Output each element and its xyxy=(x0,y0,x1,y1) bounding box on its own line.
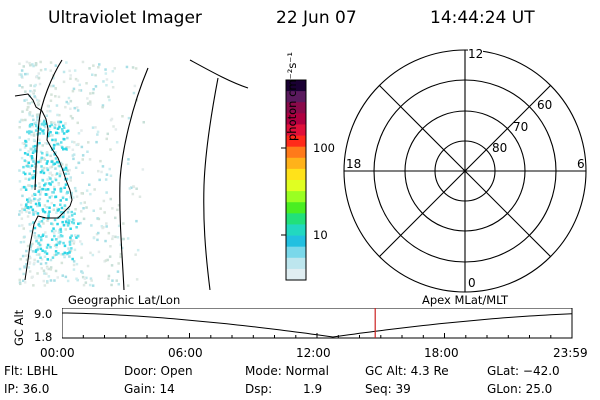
latitude-line xyxy=(189,59,249,89)
status-glat: GLat: −42.0 xyxy=(487,364,560,378)
altitude-curve xyxy=(62,312,573,338)
colorbar-band xyxy=(286,146,306,159)
apex-caption: Apex MLat/MLT xyxy=(422,293,509,307)
status-ip: IP: 36.0 xyxy=(4,382,50,396)
colorbar-band xyxy=(286,224,306,237)
observation-time: 14:44:24 UT xyxy=(430,8,535,28)
longitude-line-1 xyxy=(34,59,63,191)
colorbar-band xyxy=(286,91,306,103)
status-seq: Seq: 39 xyxy=(365,382,411,396)
colorbar-band xyxy=(286,113,306,126)
colorbar-band xyxy=(286,235,306,248)
longitude-line-2 xyxy=(119,67,149,290)
colorbar-band xyxy=(286,213,306,226)
status-dsp-value: 1.9 xyxy=(303,382,323,396)
geographic-image-panel xyxy=(14,59,249,290)
colorbar-tick-10: 10 xyxy=(313,228,328,242)
alt-tick-1-8: 1.8 xyxy=(34,330,53,344)
app-title: Ultraviolet Imager xyxy=(48,8,202,28)
colorbar-band xyxy=(286,135,306,148)
polar-diagonal-2 xyxy=(379,85,551,257)
colorbar-band xyxy=(286,191,306,203)
lat-label-60: 60 xyxy=(537,98,553,112)
status-filter: Flt: LBHL xyxy=(4,364,58,378)
colorbar-band xyxy=(286,202,306,214)
colorbar-band xyxy=(286,168,306,181)
status-door: Door: Open xyxy=(124,364,193,378)
colorbar-band xyxy=(286,246,306,259)
lat-label-70: 70 xyxy=(513,120,529,134)
time-tick-0000: 00:00 xyxy=(40,346,75,360)
status-glon: GLon: 25.0 xyxy=(487,382,553,396)
time-tick-1200: 12:00 xyxy=(296,346,331,360)
longitude-line-3 xyxy=(203,77,219,290)
colorbar-band xyxy=(286,268,306,281)
time-tick-1800: 18:00 xyxy=(424,346,459,360)
lat-label-80: 80 xyxy=(492,141,508,155)
mlt-label-6: 6 xyxy=(577,157,585,171)
colorbar-band xyxy=(286,180,306,192)
mlt-label-0: 0 xyxy=(468,276,476,290)
colorbar-tick-100: 100 xyxy=(313,141,335,155)
status-gc-alt: GC Alt: 4.3 Re xyxy=(365,364,449,378)
altitude-strip-plot xyxy=(62,308,573,339)
colorbar-band xyxy=(286,257,306,270)
status-dsp-label: Dsp: xyxy=(245,382,273,396)
mlt-label-18: 18 xyxy=(346,157,362,171)
time-tick-2359: 23:59 xyxy=(553,346,588,360)
status-mode: Mode: Normal xyxy=(245,364,329,378)
colorbar-band xyxy=(286,80,306,92)
status-gain: Gain: 14 xyxy=(124,382,175,396)
time-tick-0600: 06:00 xyxy=(168,346,203,360)
observation-date: 22 Jun 07 xyxy=(276,8,357,28)
alt-tick-9: 9.0 xyxy=(34,307,53,321)
mlt-label-12: 12 xyxy=(468,47,484,61)
color-scale-bar xyxy=(281,79,307,281)
colorbar-band xyxy=(286,157,306,170)
polar-mlat-mlt-plot xyxy=(343,49,587,293)
gc-alt-axis-label: GC Alt xyxy=(12,309,26,346)
colorbar-unit-label: photon cm⁻²s⁻¹ xyxy=(285,52,299,141)
geographic-caption: Geographic Lat/Lon xyxy=(68,293,181,307)
colorbar-band xyxy=(286,102,306,114)
auroral-emission-dots xyxy=(18,60,145,287)
colorbar-band xyxy=(286,124,306,137)
